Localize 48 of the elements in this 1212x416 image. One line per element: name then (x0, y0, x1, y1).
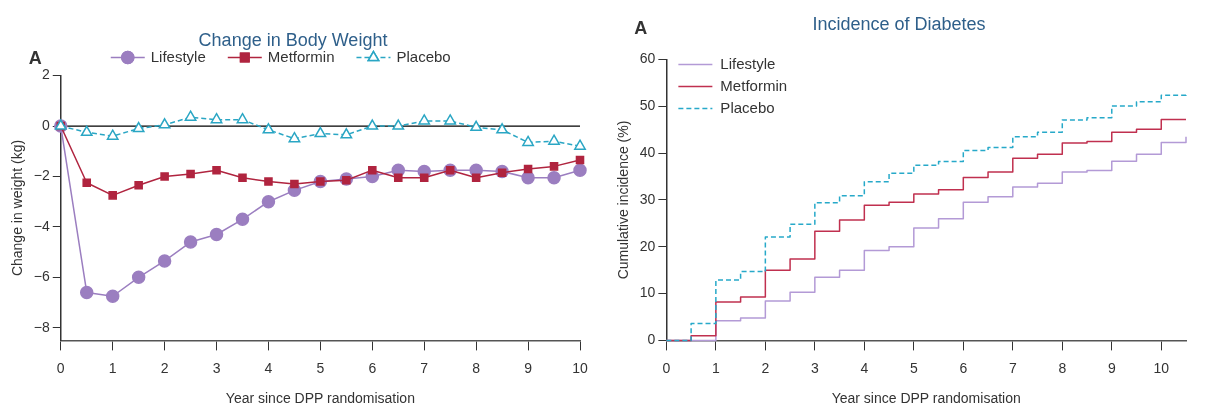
text: A (28, 47, 42, 68)
y-tick-label: 20 (639, 237, 656, 254)
y-tick-label: 60 (639, 50, 656, 67)
y-tick-label: 0 (41, 116, 50, 133)
x-tick-label: 4 (860, 359, 869, 376)
x-tick-label: 5 (909, 359, 918, 376)
x-tick-label: 2 (160, 359, 169, 376)
legend-label: Lifestyle (150, 47, 206, 65)
legend-label: Placebo (720, 98, 775, 116)
x-axis-title: Year since DPP randomisation (225, 390, 415, 407)
y-tick-label: 50 (639, 97, 656, 114)
y-tick-label: 40 (639, 144, 656, 161)
y-axis-title: Change in weight (kg) (9, 139, 26, 277)
x-tick-label: 9 (524, 359, 533, 376)
x-tick-label: 8 (472, 359, 481, 376)
x-tick-label: 0 (662, 359, 671, 376)
y-tick-label: 2 (41, 66, 50, 83)
x-tick-label: 9 (1107, 359, 1116, 376)
x-tick-label: 4 (264, 359, 273, 376)
x-axis-title: Year since DPP randomisation (831, 390, 1021, 407)
x-tick-label: 10 (1153, 359, 1170, 376)
x-tick-label: 8 (1058, 359, 1067, 376)
x-tick-label: 3 (810, 359, 819, 376)
x-tick-label: 2 (761, 359, 770, 376)
x-tick-label: 1 (711, 359, 720, 376)
text: A (634, 17, 648, 38)
y-tick-label: 10 (639, 284, 656, 301)
chart-title: Incidence of Diabetes (812, 13, 986, 34)
x-tick-label: 7 (420, 359, 429, 376)
y-tick-label: −4 (33, 217, 50, 234)
x-tick-label: 0 (56, 359, 65, 376)
x-tick-label: 6 (368, 359, 377, 376)
legend-label: Metformin (720, 76, 788, 94)
x-tick-label: 10 (572, 359, 588, 376)
chart-title: Change in Body Weight (198, 29, 388, 50)
y-tick-label: −8 (33, 318, 50, 335)
x-tick-label: 1 (108, 359, 117, 376)
legend-label: Lifestyle (720, 54, 776, 72)
y-axis-title: Cumulative incidence (%) (615, 120, 632, 280)
x-tick-label: 6 (959, 359, 968, 376)
legend-label: Placebo (396, 47, 451, 65)
y-tick-label: −2 (33, 167, 50, 184)
x-tick-label: 7 (1008, 359, 1017, 376)
y-tick-label: 30 (639, 190, 656, 207)
x-tick-label: 5 (316, 359, 325, 376)
y-tick-label: 0 (647, 331, 656, 348)
x-tick-label: 3 (212, 359, 221, 376)
y-tick-label: −6 (33, 268, 50, 285)
